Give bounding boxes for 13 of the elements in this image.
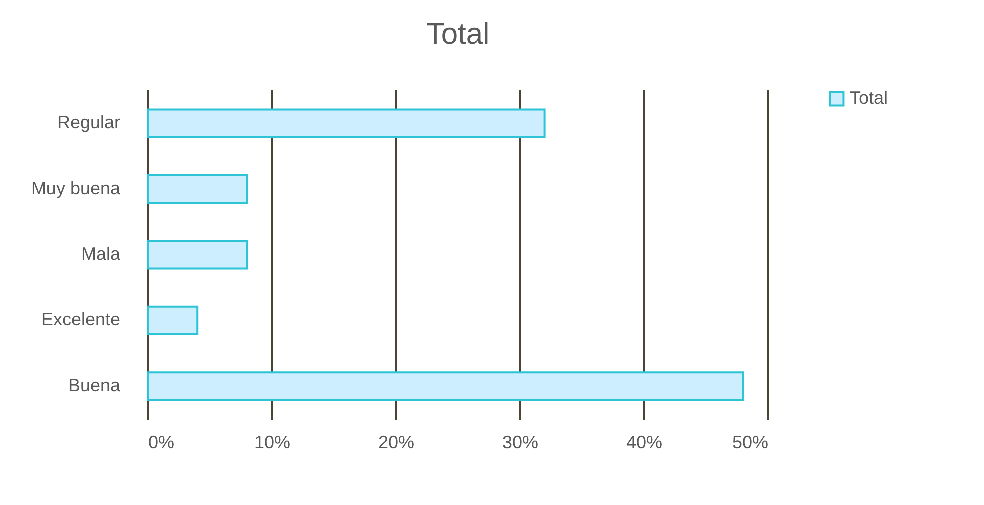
y-tick-label: Mala bbox=[81, 244, 122, 264]
x-tick-label: 50% bbox=[732, 432, 768, 452]
y-tick-label: Regular bbox=[57, 112, 120, 133]
y-tick-label: Buena bbox=[68, 375, 122, 396]
x-tick-label: 40% bbox=[626, 432, 663, 452]
chart-title: Total bbox=[426, 18, 490, 51]
legend-label: Total bbox=[850, 88, 888, 108]
x-tick-label: 20% bbox=[378, 432, 415, 452]
x-tick-label: 30% bbox=[502, 432, 539, 452]
y-tick-label: Muy buena bbox=[31, 178, 122, 198]
x-tick-label: 0% bbox=[148, 432, 175, 452]
x-tick-label: 10% bbox=[254, 432, 291, 452]
y-tick-label: Excelente bbox=[41, 310, 120, 330]
